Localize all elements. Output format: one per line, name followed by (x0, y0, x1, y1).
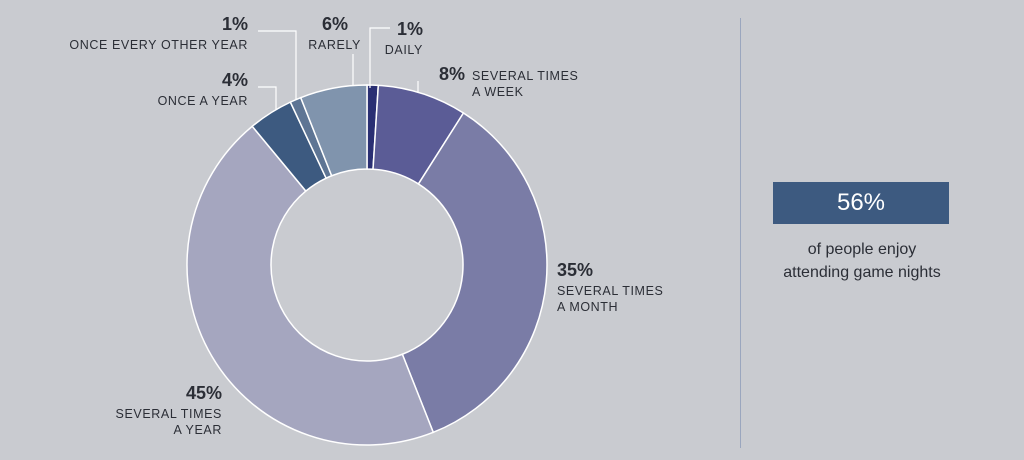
stat-value: 56% (836, 189, 886, 216)
slice-label-daily-1: DAILY (385, 43, 423, 57)
slice-pct-once-a-year: 4% (222, 70, 248, 90)
slice-pct-several-times-a-week: 8% (439, 64, 465, 84)
leader-lines (258, 27, 419, 110)
slice-rarely (299, 84, 368, 177)
slice-label-several-times-a-month-2: A MONTH (557, 300, 618, 314)
slice-label-several-times-a-week-2: A WEEK (472, 85, 524, 99)
donut-chart: 1% DAILY 8% SEVERAL TIMES A WEEK 35% SEVERAL T… (69, 14, 663, 446)
vertical-divider (740, 18, 741, 448)
slice-label-several-times-a-year-1: SEVERAL TIMES (116, 407, 222, 421)
slice-pct-several-times-a-year: 45% (186, 383, 222, 403)
slice-several-times-a-year (186, 125, 435, 446)
slice-label-several-times-a-month-1: SEVERAL TIMES (557, 284, 663, 298)
slice-label-once-a-year-1: ONCE A YEAR (158, 94, 248, 108)
slice-pct-once-every-other-year: 1% (222, 14, 248, 34)
stat-highlight-badge: 56% (773, 182, 949, 224)
stat-caption-line-1: of people enjoy (807, 241, 917, 258)
leader-once-a-year (258, 86, 277, 110)
leader-daily (369, 27, 390, 88)
slice-label-several-times-a-year-2: A YEAR (173, 423, 222, 437)
slice-label-rarely-1: RARELY (308, 38, 361, 52)
slice-label-once-every-other-year-1: ONCE EVERY OTHER YEAR (69, 38, 248, 52)
slice-pct-rarely: 6% (322, 14, 348, 34)
slice-labels: 1% DAILY 8% SEVERAL TIMES A WEEK 35% SEVERAL T… (69, 14, 663, 437)
stat-caption-line-2: attending game nights (783, 264, 941, 281)
stat-caption: of people enjoy attending game nights (742, 238, 982, 284)
slice-pct-daily: 1% (397, 19, 423, 39)
slice-label-several-times-a-week-1: SEVERAL TIMES (472, 69, 578, 83)
leader-once-every-other-year (258, 30, 297, 100)
donut-slices (186, 84, 548, 446)
slice-several-times-a-month (401, 111, 548, 434)
slice-pct-several-times-a-month: 35% (557, 260, 593, 280)
